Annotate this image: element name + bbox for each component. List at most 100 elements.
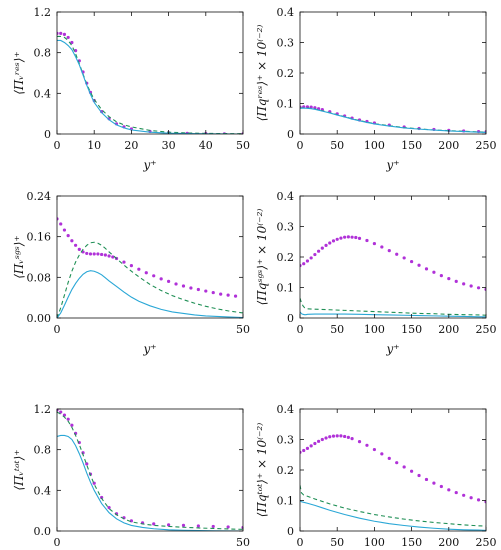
data-point xyxy=(424,267,429,271)
data-point xyxy=(152,522,156,526)
y-tick-label: 0.2 xyxy=(277,67,295,80)
data-point xyxy=(335,434,339,438)
data-point xyxy=(462,493,466,497)
x-axis-label: y⁺ xyxy=(142,342,156,356)
data-point xyxy=(204,289,208,293)
x-tick-label: 0 xyxy=(54,536,61,549)
dashed-series-line xyxy=(57,411,243,530)
data-point xyxy=(70,239,74,243)
x-tick-label: 250 xyxy=(476,536,497,549)
data-point xyxy=(439,274,443,278)
data-point xyxy=(469,496,473,500)
data-point xyxy=(424,477,429,482)
data-point xyxy=(59,410,63,414)
data-point xyxy=(417,473,421,478)
y-tick-label: 0.16 xyxy=(27,231,52,244)
x-tick-label: 150 xyxy=(401,536,422,549)
data-point xyxy=(357,236,362,240)
data-point xyxy=(331,239,336,243)
data-point xyxy=(211,290,215,295)
x-axis-label: y⁺ xyxy=(385,342,399,356)
data-point xyxy=(410,469,414,473)
data-point xyxy=(305,259,310,263)
data-point xyxy=(100,252,104,257)
data-point xyxy=(129,264,133,268)
data-point xyxy=(328,241,332,245)
y-tick-label: 0.4 xyxy=(277,6,295,19)
data-point xyxy=(107,254,111,258)
y-tick-label: 0 xyxy=(44,128,51,141)
data-point xyxy=(152,274,156,278)
data-point xyxy=(167,523,171,527)
x-tick-label: 200 xyxy=(438,323,459,336)
data-point xyxy=(469,284,473,288)
y-tick-label: 0.2 xyxy=(277,251,295,264)
series-group xyxy=(300,434,486,531)
data-point xyxy=(111,255,115,259)
x-tick-label: 150 xyxy=(401,323,422,336)
data-point xyxy=(62,32,67,36)
plot-frame xyxy=(56,11,244,135)
data-point xyxy=(313,252,317,257)
data-point xyxy=(343,434,347,439)
x-tick-label: 50 xyxy=(330,536,344,549)
data-point xyxy=(387,248,391,253)
y-tick-label: 0.2 xyxy=(277,464,295,477)
data-point xyxy=(439,484,443,489)
data-point xyxy=(357,440,362,444)
plot-frame xyxy=(299,11,487,135)
data-point xyxy=(74,243,78,247)
x-tick-label: 50 xyxy=(236,536,250,549)
data-point xyxy=(96,252,100,256)
dashed-series-line xyxy=(57,241,243,318)
data-point xyxy=(59,222,63,226)
panel-1: 0 10 20 30 40 50 0 0.4 0.8 1.2 y⁺ ⟨Πᵥʳᵉˢ⟩⁺ xyxy=(12,6,250,172)
data-point xyxy=(350,235,354,239)
panel-3: 0 50 0.00 0.08 0.16 0.24 y⁺ ⟨Πᵥˢᵍˢ⟩⁺ xyxy=(12,190,250,356)
data-point xyxy=(219,292,223,296)
data-point xyxy=(328,435,332,439)
data-point xyxy=(350,436,354,441)
data-point xyxy=(380,452,384,456)
y-tick-label: 0.4 xyxy=(277,403,295,416)
data-point xyxy=(324,243,328,248)
data-point xyxy=(181,523,186,528)
y-axis-label: ⟨Πqʳᵉˢ⟩⁺ × 10⁽⁻²⁾ xyxy=(255,25,269,122)
y-tick-label: 0.3 xyxy=(277,37,295,50)
solid-series-line xyxy=(300,500,486,531)
data-point xyxy=(196,287,200,292)
data-point xyxy=(432,481,436,485)
x-tick-label: 0 xyxy=(297,139,304,152)
data-point xyxy=(402,465,406,469)
data-point xyxy=(159,277,163,281)
y-tick-label: 0.0 xyxy=(34,525,52,538)
y-tick-label: 0.1 xyxy=(277,98,295,111)
y-tick-label: 0.4 xyxy=(34,87,52,100)
data-point xyxy=(309,256,313,260)
data-point xyxy=(59,31,63,35)
data-point xyxy=(331,434,336,438)
data-point xyxy=(92,252,96,256)
x-axis-label: y⁺ xyxy=(142,158,156,172)
data-point xyxy=(137,267,141,271)
data-point xyxy=(66,234,70,238)
x-tick-label: 150 xyxy=(401,139,422,152)
x-tick-label: 100 xyxy=(364,139,385,152)
data-point xyxy=(354,235,358,240)
y-tick-label: 0 xyxy=(287,128,294,141)
dashed-series-line xyxy=(300,107,486,133)
data-point xyxy=(476,286,481,290)
data-point xyxy=(410,259,414,264)
plot-frame xyxy=(56,195,244,319)
data-point xyxy=(122,260,126,264)
data-point xyxy=(447,488,451,492)
data-point xyxy=(462,282,466,286)
data-point xyxy=(339,236,343,240)
x-tick-label: 50 xyxy=(236,323,250,336)
x-tick-label: 250 xyxy=(476,323,497,336)
x-tick-label: 50 xyxy=(330,139,344,152)
x-tick-label: 200 xyxy=(438,139,459,152)
data-point xyxy=(66,35,70,40)
series-group xyxy=(57,31,243,134)
data-point xyxy=(189,286,193,290)
